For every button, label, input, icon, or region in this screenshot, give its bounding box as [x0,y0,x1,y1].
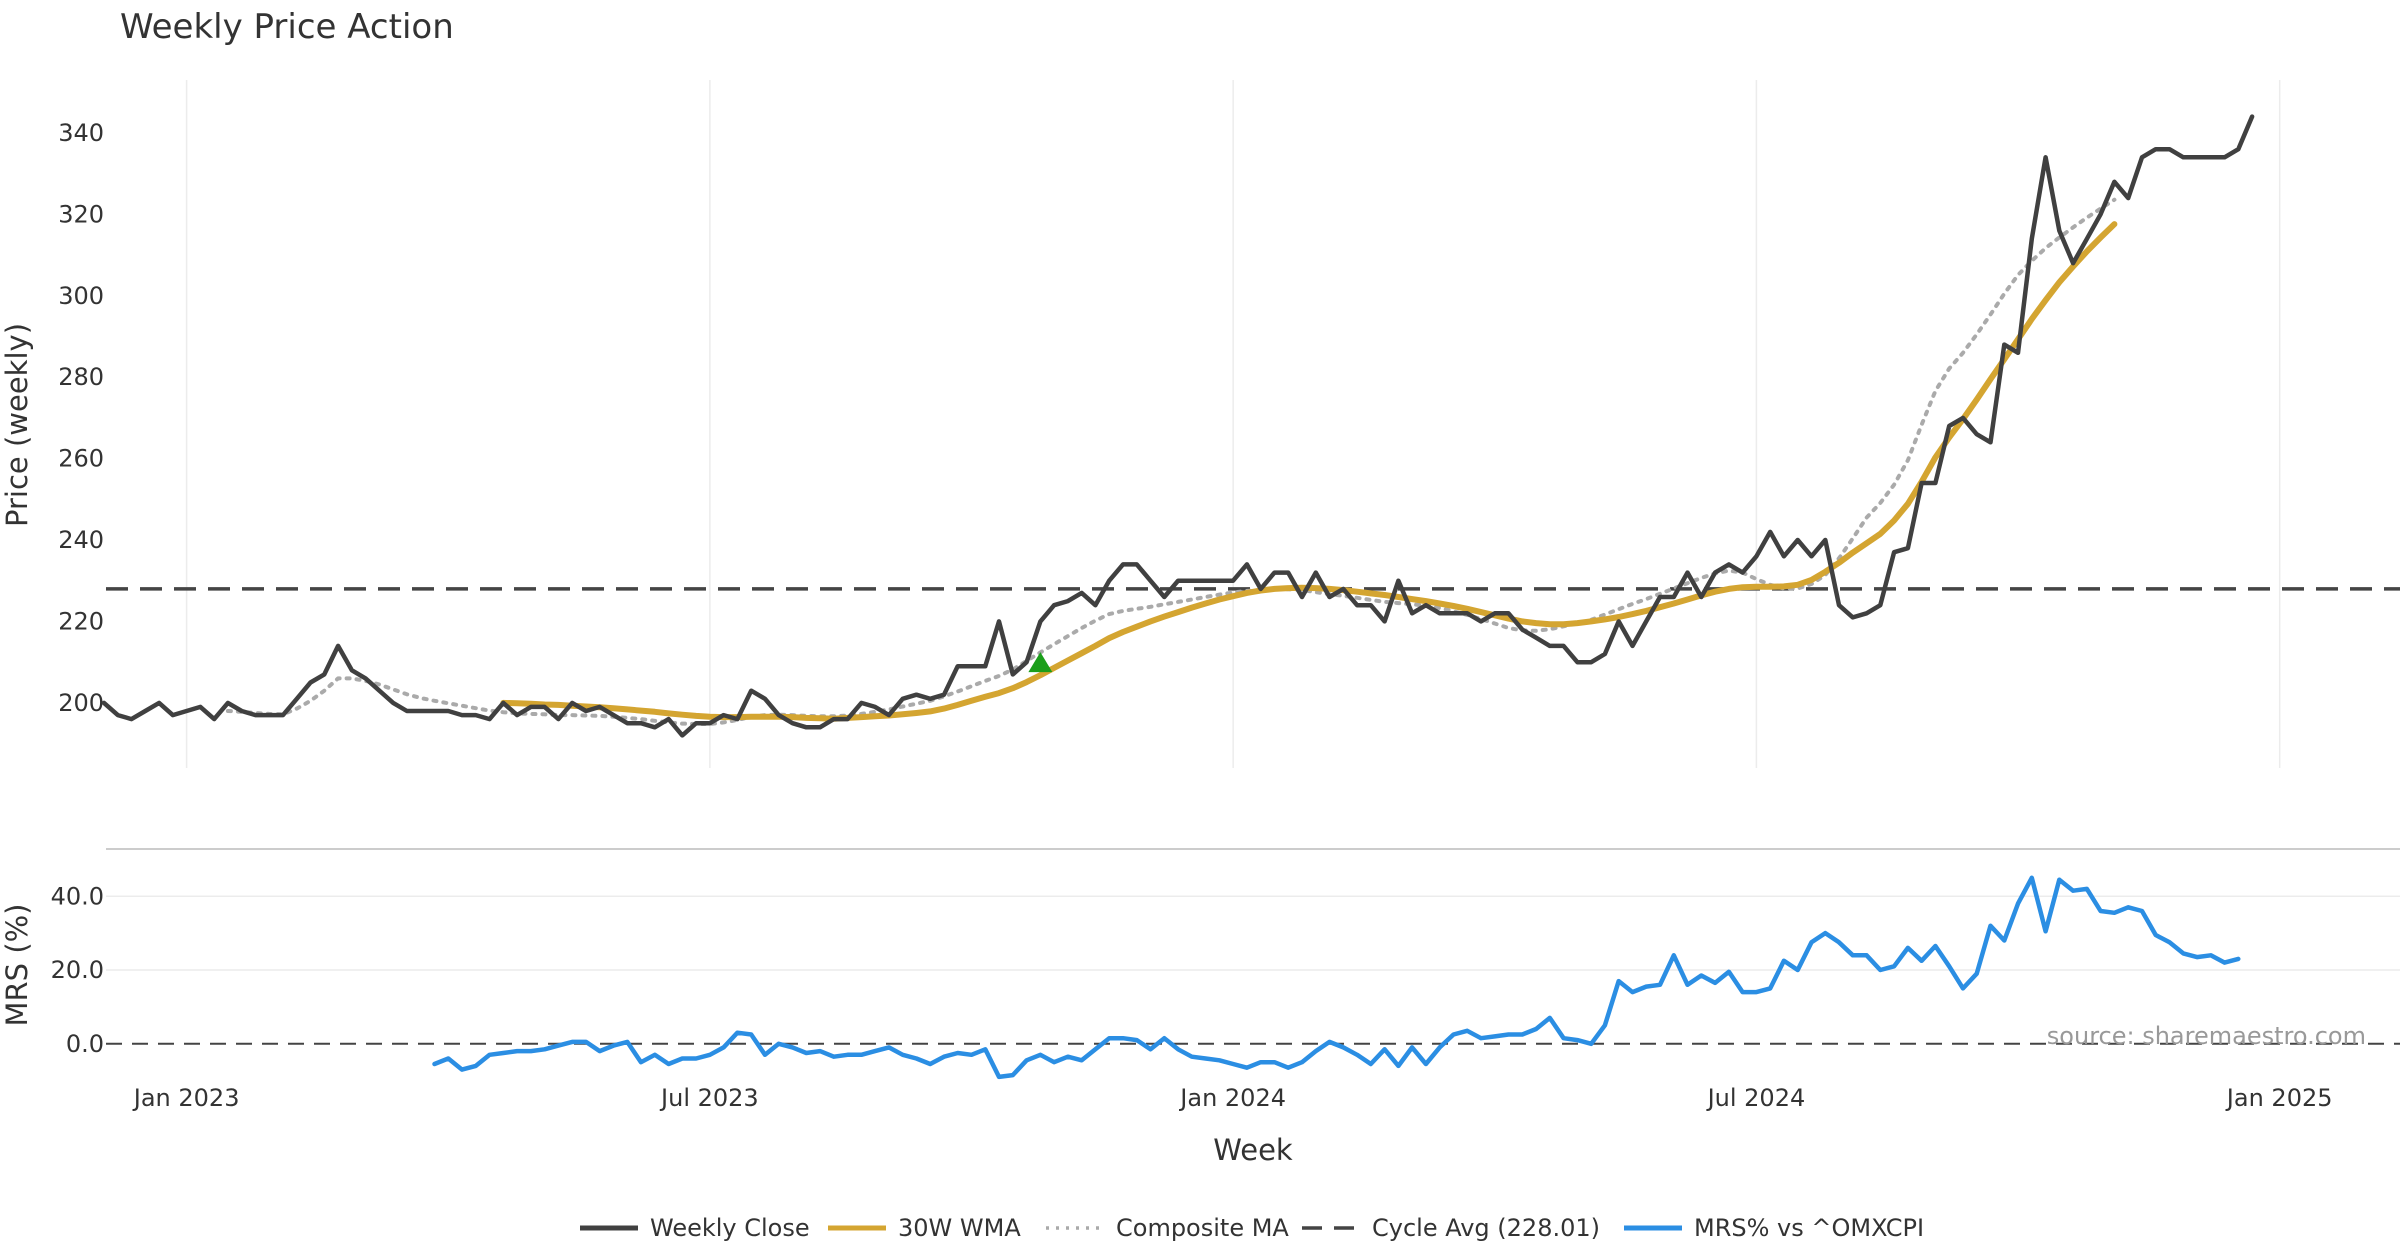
price-y-tick-label: 200 [58,689,104,717]
x-tick-label: Jul 2023 [659,1084,759,1112]
mrs-series-group [432,875,2241,1080]
legend-item: Cycle Avg (228.01) [1302,1214,1600,1242]
x-axis-label: Week [1213,1133,1293,1167]
price-y-tick-label: 260 [58,445,104,473]
mrs-gridlines [106,895,2400,971]
price-y-tick-label: 220 [58,607,104,635]
price-series-group [101,114,2255,738]
mrs-y-tick-label: 40.0 [51,882,104,910]
legend-item: 30W WMA [828,1214,1021,1242]
mrs-line [432,875,2241,1080]
price-y-axis-label: Price (weekly) [0,323,34,527]
price-gridlines [185,80,2281,768]
price-panel: 200 220 240 260 280 300 320 340 Price (weekly) [0,80,2400,768]
legend-label: MRS% vs ^OMXCPI [1694,1214,1924,1242]
price-markers [1028,652,1053,673]
source-label: source: sharemaestro.com [2047,1022,2366,1050]
mrs-y-tick-label: 0.0 [66,1030,104,1058]
x-tick-label: Jul 2024 [1706,1084,1806,1112]
price-y-tick-labels: 200 220 240 260 280 300 320 340 [58,119,104,717]
price-y-tick-label: 320 [58,200,104,228]
chart-title: Weekly Price Action [120,7,454,47]
buy-signal-marker [1028,652,1053,673]
mrs-y-axis-label: MRS (%) [0,904,34,1027]
price-y-tick-label: 280 [58,363,104,391]
x-tick-labels: Jan 2023 Jul 2023 Jan 2024 Jul 2024 Jan 2025… [132,1084,2333,1112]
mrs-y-tick-labels: 0.0 20.0 40.0 [51,882,104,1058]
mrs-y-tick-label: 20.0 [51,956,104,984]
mrs-panel: 0.0 20.0 40.0 MRS (%) source: sharemaestro… [0,848,2400,1080]
legend-item: Composite MA [1046,1214,1289,1242]
legend-label: Weekly Close [650,1214,810,1242]
x-tick-label: Jan 2024 [1178,1084,1286,1112]
legend: Weekly Close 30W WMA Composite MA Cycle Avg… [580,1214,1924,1242]
30w-wma-line [500,221,2118,722]
x-tick-label: Jan 2025 [2225,1084,2333,1112]
legend-item: MRS% vs ^OMXCPI [1624,1214,1924,1242]
legend-label: 30W WMA [898,1214,1021,1242]
x-tick-label: Jan 2023 [132,1084,240,1112]
legend-label: Cycle Avg (228.01) [1372,1214,1600,1242]
price-y-tick-label: 300 [58,282,104,310]
composite-ma-line [225,197,2117,726]
legend-label: Composite MA [1116,1214,1289,1242]
price-y-tick-label: 240 [58,526,104,554]
price-y-tick-label: 340 [58,119,104,147]
legend-item: Weekly Close [580,1214,810,1242]
weekly-close-line [101,114,2255,738]
